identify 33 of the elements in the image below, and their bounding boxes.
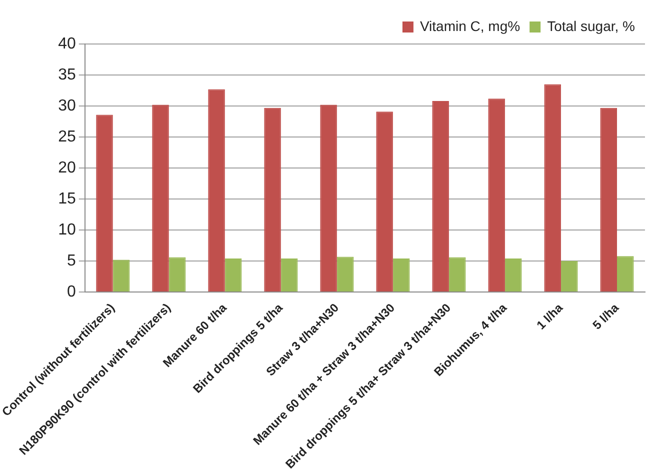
bar: [336, 256, 354, 292]
bar: [168, 257, 186, 292]
y-tick-label: 40: [58, 35, 76, 52]
bar: [376, 112, 393, 292]
bar: [96, 114, 113, 292]
bar: [152, 104, 169, 292]
y-tick-label: 20: [58, 159, 76, 176]
bar: [448, 257, 466, 292]
bar: [560, 261, 578, 292]
bar: [280, 258, 298, 292]
legend-label: Vitamin C, mg%: [420, 18, 520, 34]
bar: [504, 258, 522, 292]
bar: [392, 258, 410, 292]
y-tick-label: 10: [58, 221, 76, 238]
y-tick-label: 15: [58, 190, 76, 208]
bar: [112, 260, 130, 292]
y-tick-label: 25: [58, 128, 76, 146]
bar: [488, 98, 505, 292]
bar: [208, 89, 225, 292]
bar: [616, 256, 634, 292]
y-tick-label: 30: [58, 97, 76, 114]
bar: [264, 108, 281, 292]
x-tick-label: 1 l/ha: [534, 300, 566, 332]
x-tick-label: 5 l/ha: [590, 300, 622, 332]
bar: [224, 258, 242, 292]
legend-label: Total sugar, %: [547, 18, 635, 34]
y-tick-label: 35: [58, 66, 76, 84]
bar: [544, 84, 561, 292]
bar: [320, 104, 337, 292]
bar: [432, 101, 449, 292]
y-tick-label: 5: [66, 252, 76, 270]
y-tick-label: 0: [66, 283, 76, 300]
bar: [600, 108, 617, 292]
